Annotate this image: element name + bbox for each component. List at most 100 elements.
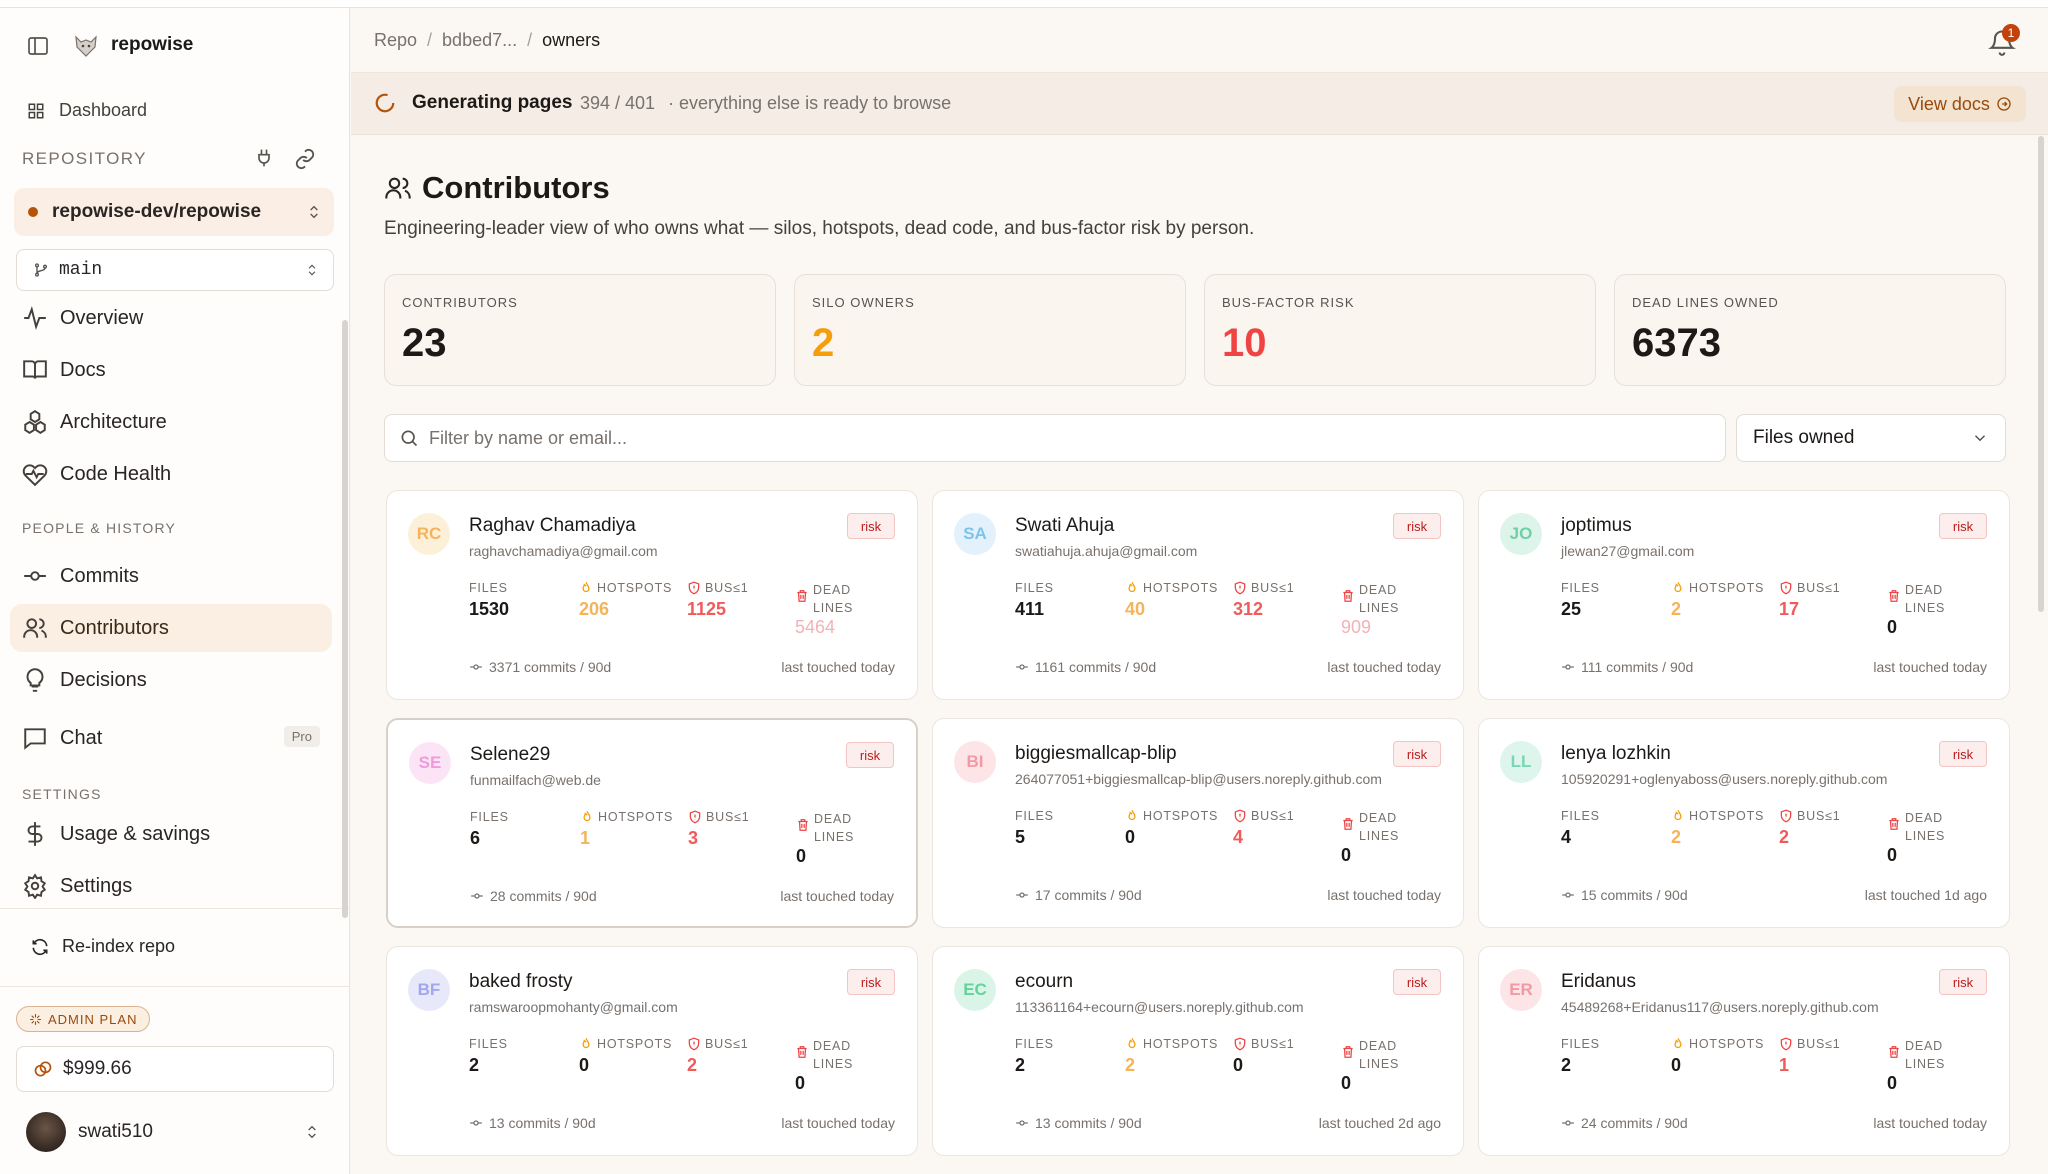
dead-label-line2: LINES — [813, 601, 854, 615]
breadcrumb-separator: / — [527, 29, 533, 50]
git-branch-icon — [33, 262, 49, 278]
search-input[interactable] — [429, 427, 1629, 449]
hotspots-label: HOTSPOTS — [1671, 1037, 1764, 1051]
risk-badge: risk — [846, 742, 894, 768]
nav-settings[interactable]: Settings — [10, 862, 332, 910]
view-docs-button[interactable]: View docs — [1894, 86, 2026, 122]
dead-label-line1: DEAD — [1905, 1039, 1943, 1053]
settings-section-label: SETTINGS — [22, 786, 102, 802]
nav-chat[interactable]: Chat Pro — [10, 714, 332, 762]
contributor-card[interactable]: RC Raghav Chamadiya raghavchamadiya@gmail.… — [386, 490, 918, 700]
flame-icon — [579, 1037, 593, 1051]
breadcrumb-current: owners — [542, 29, 601, 50]
bus-label-text: BUS≤1 — [1797, 809, 1841, 823]
bus-value: 312 — [1233, 599, 1264, 619]
shield-alert-icon — [1233, 809, 1247, 823]
flame-icon — [1125, 809, 1139, 823]
files-value: 6 — [470, 828, 481, 848]
user-menu[interactable]: swati510 — [26, 1112, 153, 1152]
contributor-card[interactable]: SE Selene29 funmailfach@web.de risk FILES 6 HO… — [386, 718, 918, 928]
commit-count-text: 1161 commits / 90d — [1035, 659, 1157, 675]
last-touched: last touched today — [781, 659, 895, 675]
sort-select[interactable]: Files owned — [1736, 414, 2006, 462]
trash-icon — [1341, 1045, 1355, 1059]
chevrons-updown-icon[interactable] — [304, 1124, 320, 1140]
last-touched: last touched today — [1873, 659, 1987, 675]
contributor-name: Swati Ahuja — [1015, 515, 1115, 536]
users-icon — [22, 615, 48, 641]
bus-label: BUS≤1 — [1779, 809, 1841, 823]
gear-icon — [22, 873, 48, 899]
header-divider — [351, 72, 2048, 73]
commit-count-text: 3371 commits / 90d — [489, 659, 612, 675]
commit-count-text: 17 commits / 90d — [1035, 887, 1142, 903]
bell-icon[interactable] — [1988, 28, 2016, 56]
plug-icon[interactable] — [254, 148, 274, 168]
nav-overview[interactable]: Overview — [10, 294, 332, 342]
breadcrumb-repo[interactable]: Repo — [374, 29, 418, 50]
bus-label-text: BUS≤1 — [1251, 1037, 1295, 1051]
lightbulb-icon — [22, 667, 48, 693]
dead-lines-label: DEAD LINES — [1341, 581, 1399, 617]
breadcrumb-commit[interactable]: bdbed7... — [442, 29, 518, 50]
dead-label-line2: LINES — [813, 1057, 854, 1071]
dead-label-line1: DEAD — [1905, 583, 1943, 597]
commit-icon — [1015, 1116, 1029, 1130]
nav-dashboard[interactable]: Dashboard — [27, 100, 147, 121]
view-docs-label: View docs — [1908, 93, 1990, 114]
dead-label-line1: DEAD — [813, 1039, 851, 1053]
repo-selector[interactable]: repowise-dev/repowise — [14, 188, 334, 236]
hotspots-value: 1 — [580, 828, 591, 848]
stat-label: SILO OWNERS — [812, 295, 915, 310]
stat-card-dead-lines: DEAD LINES OWNED 6373 — [1614, 274, 2006, 386]
reindex-button[interactable]: Re-index repo — [30, 936, 175, 957]
files-label-text: FILES — [1015, 581, 1054, 595]
nav-architecture[interactable]: Architecture — [10, 398, 332, 446]
avatar: LL — [1500, 741, 1542, 783]
nav-decisions[interactable]: Decisions — [10, 656, 332, 704]
dead-lines-label: DEAD LINES — [1341, 1037, 1399, 1073]
files-label: FILES — [1015, 581, 1054, 595]
hotspots-label-text: HOTSPOTS — [1143, 581, 1219, 595]
bus-label: BUS≤1 — [688, 810, 750, 824]
message-icon — [22, 725, 48, 751]
contributor-card[interactable]: SA Swati Ahuja swatiahuja.ahuja@gmail.com r… — [932, 490, 1464, 700]
grid-icon — [27, 102, 45, 120]
heart-pulse-icon — [22, 461, 48, 487]
risk-badge: risk — [1939, 969, 1987, 995]
bus-value: 2 — [687, 1055, 698, 1075]
dead-lines-value: 0 — [796, 846, 807, 866]
contributor-card[interactable]: LL lenya lozhkin 105920291+oglenyaboss@use… — [1478, 718, 2010, 928]
repo-name: repowise-dev/repowise — [52, 201, 262, 222]
contributor-email: ramswaroopmohanty@gmail.com — [469, 999, 678, 1015]
nav-commits[interactable]: Commits — [10, 552, 332, 600]
bus-value: 1125 — [687, 599, 727, 619]
contributor-card[interactable]: BF baked frosty ramswaroopmohanty@gmail.co… — [386, 946, 918, 1156]
contributor-card[interactable]: ER Eridanus 45489268+Eridanus117@users.nor… — [1478, 946, 2010, 1156]
dead-label-line2: LINES — [1359, 601, 1400, 615]
last-touched: last touched today — [1327, 887, 1441, 903]
dead-lines-value: 0 — [1887, 1073, 1898, 1093]
sidebar-scrollbar[interactable] — [342, 320, 348, 918]
commit-count: 3371 commits / 90d — [469, 659, 611, 675]
nav-usage[interactable]: Usage & savings — [10, 810, 332, 858]
link-icon[interactable] — [294, 148, 316, 170]
repository-section-label: REPOSITORY — [22, 149, 147, 168]
contributor-card[interactable]: JO joptimus jlewan27@gmail.com risk FILES 25 H… — [1478, 490, 2010, 700]
branch-selector[interactable]: main — [16, 249, 334, 291]
nav-code-health[interactable]: Code Health — [10, 450, 332, 498]
main-scrollbar[interactable] — [2038, 136, 2044, 612]
commit-icon — [1015, 888, 1029, 902]
files-value: 411 — [1015, 599, 1045, 619]
chevrons-updown-icon — [306, 204, 322, 220]
nav-contributors[interactable]: Contributors — [10, 604, 332, 652]
hotspots-label-text: HOTSPOTS — [598, 810, 674, 824]
bus-label-text: BUS≤1 — [1251, 581, 1295, 595]
contributor-card[interactable]: BI biggiesmallcap-blip 264077051+biggiesma… — [932, 718, 1464, 928]
contributor-card[interactable]: EC ecourn 113361164+ecourn@users.noreply.g… — [932, 946, 1464, 1156]
nav-code-health-label: Code Health — [60, 462, 172, 485]
nav-docs[interactable]: Docs — [10, 346, 332, 394]
sidebar-toggle-icon[interactable] — [26, 34, 50, 58]
branch-name: main — [59, 260, 103, 280]
dead-label-line1: DEAD — [814, 812, 852, 826]
